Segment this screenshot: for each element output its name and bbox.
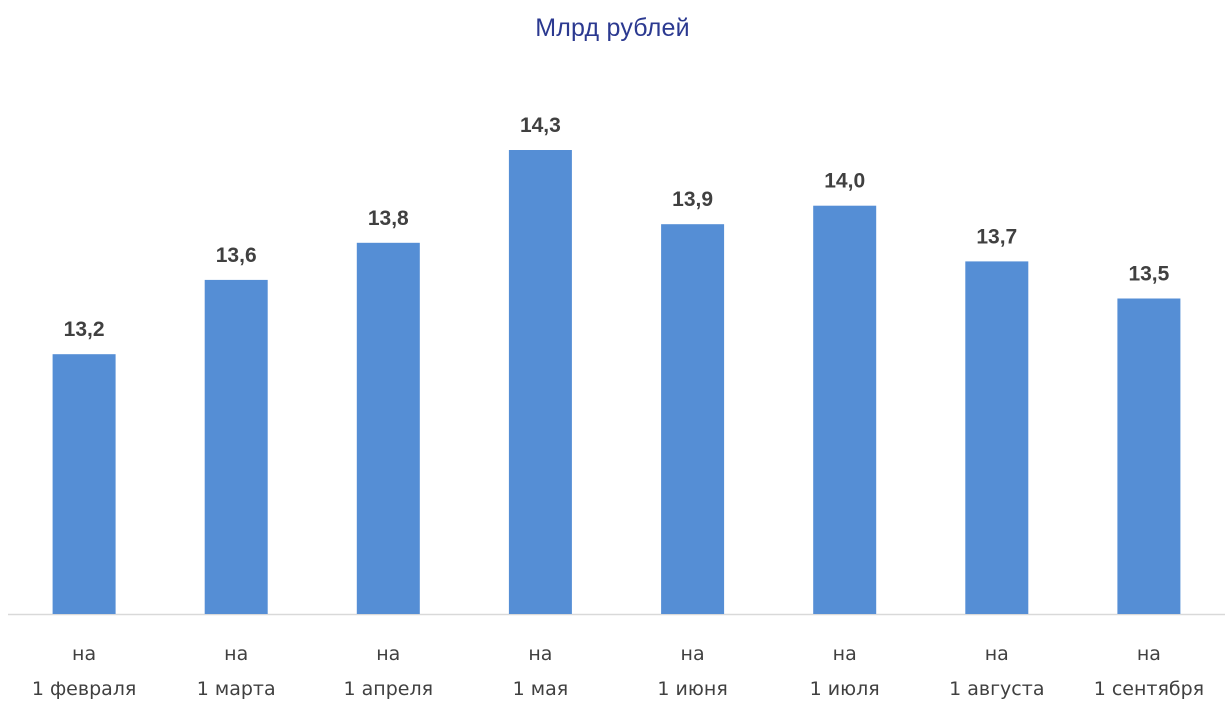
x-tick-label-line-1: на: [72, 643, 96, 665]
bar-5: [661, 224, 724, 614]
bar-3: [357, 243, 420, 614]
x-tick-label-line-1: на: [985, 643, 1009, 665]
data-label-5: 13,9: [672, 188, 713, 211]
data-label-6: 14,0: [824, 170, 865, 193]
bar-7: [965, 261, 1028, 614]
x-tick-label-8: на 1 сентября: [1094, 643, 1204, 700]
x-tick-label-line-2: 1 мая: [513, 678, 569, 700]
x-tick-label-3: на 1 апреля: [344, 643, 434, 700]
bar-2: [205, 280, 268, 614]
x-tick-label-line-2: 1 июля: [810, 678, 880, 700]
x-tick-label-line-2: 1 сентября: [1094, 678, 1204, 700]
data-label-7: 13,7: [976, 225, 1017, 248]
data-label-1: 13,2: [64, 318, 105, 341]
x-tick-label-7: на 1 августа: [949, 643, 1044, 700]
x-tick-label-line-1: на: [681, 643, 705, 665]
bar-1: [53, 354, 116, 614]
x-tick-label-line-1: на: [1137, 643, 1161, 665]
bar-4: [509, 150, 572, 614]
x-tick-label-line-1: на: [833, 643, 857, 665]
data-label-8: 13,5: [1128, 263, 1169, 286]
x-tick-label-line-1: на: [376, 643, 400, 665]
data-label-2: 13,6: [216, 244, 257, 267]
x-tick-label-line-2: 1 июня: [657, 678, 727, 700]
bar-8: [1117, 299, 1180, 615]
x-tick-label-line-2: 1 апреля: [344, 678, 434, 700]
x-tick-label-4: на 1 мая: [513, 643, 569, 700]
x-tick-label-1: на 1 февраля: [32, 643, 137, 700]
x-tick-label-2: на 1 марта: [197, 643, 276, 700]
x-tick-label-line-2: 1 февраля: [32, 678, 137, 700]
x-tick-label-5: на 1 июня: [657, 643, 727, 700]
x-tick-label-6: на 1 июля: [810, 643, 880, 700]
x-tick-label-line-1: на: [528, 643, 552, 665]
data-label-4: 14,3: [520, 114, 561, 137]
data-label-3: 13,8: [368, 207, 409, 230]
x-tick-label-line-1: на: [224, 643, 248, 665]
x-tick-label-line-2: 1 августа: [949, 678, 1044, 700]
bar-6: [813, 206, 876, 614]
x-tick-label-line-2: 1 марта: [197, 678, 276, 700]
